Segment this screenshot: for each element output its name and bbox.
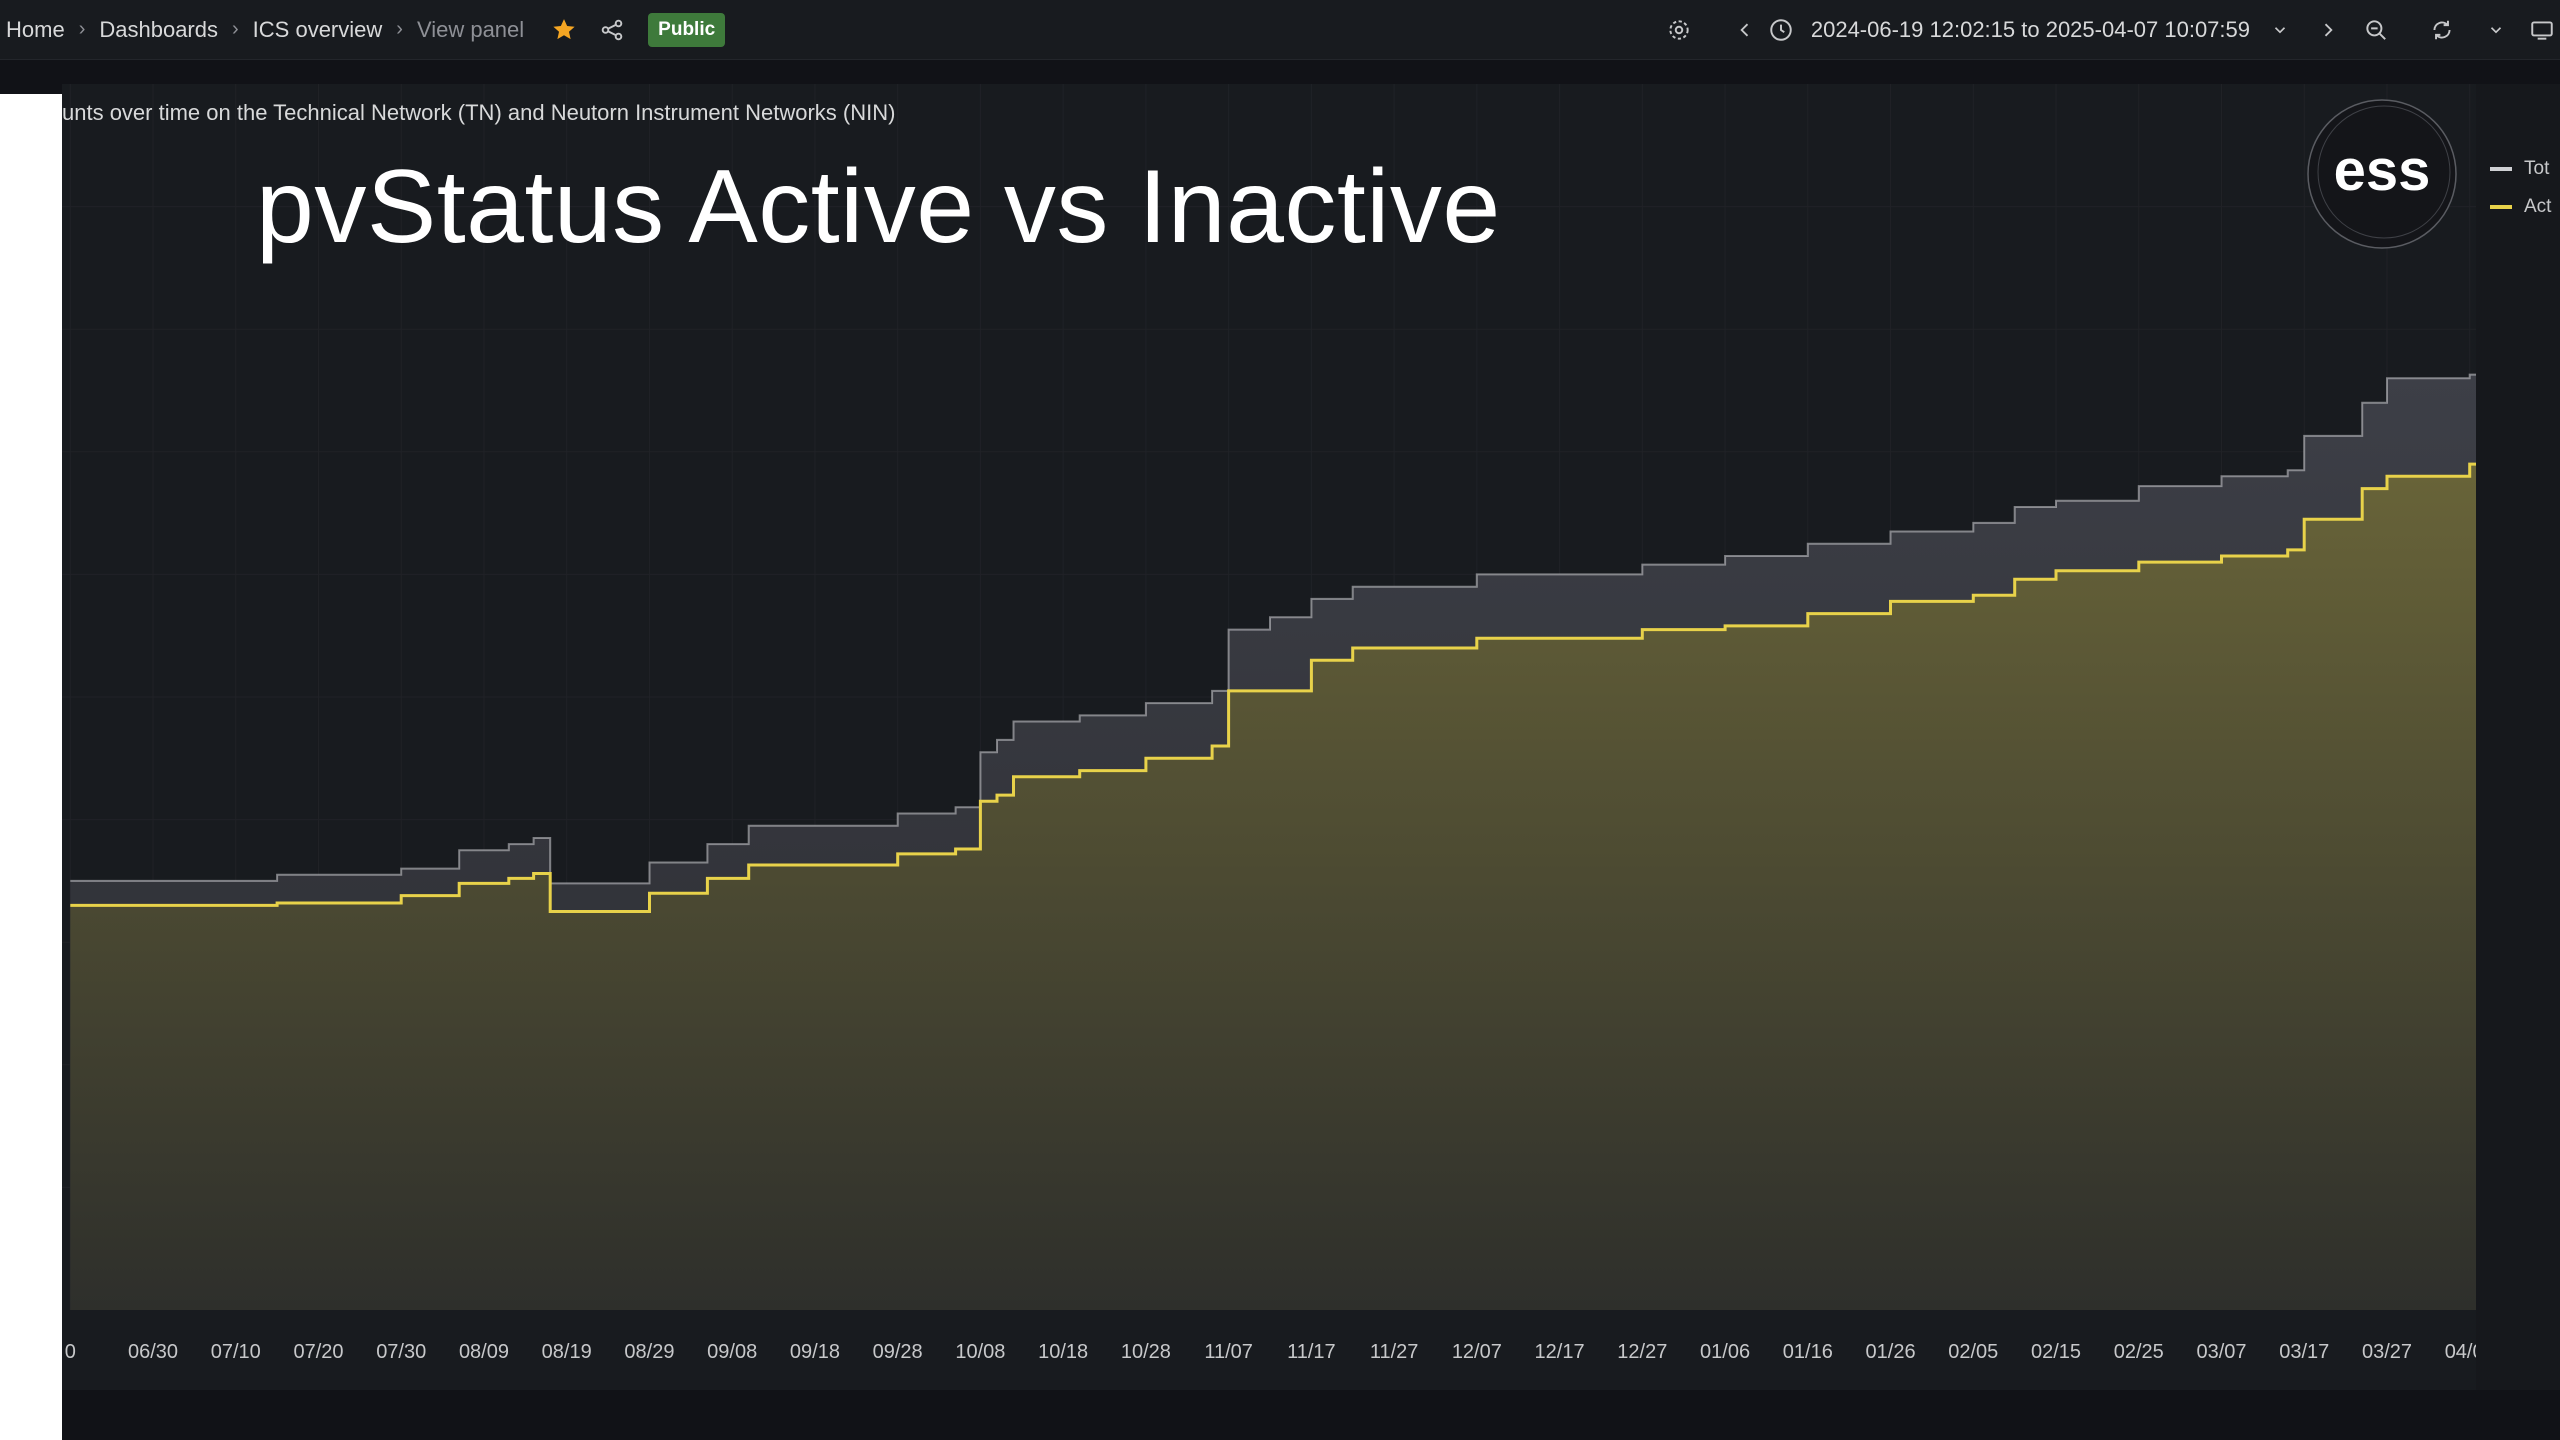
breadcrumb-view-panel: View panel bbox=[416, 16, 525, 42]
x-tick-label: 08/09 bbox=[459, 1341, 509, 1363]
x-tick-label: 03/27 bbox=[2362, 1341, 2412, 1363]
chevron-down-icon[interactable] bbox=[2262, 12, 2298, 48]
legend-swatch-total bbox=[2490, 167, 2512, 171]
breadcrumb-ics-overview[interactable]: ICS overview bbox=[252, 16, 383, 42]
x-tick-label: 08/19 bbox=[542, 1341, 592, 1363]
chevron-left-icon[interactable] bbox=[1727, 12, 1763, 48]
time-series-chart[interactable]: 0 06/30 07/10 07/20 07/30 08/09 08/19 08/29 09/0… bbox=[62, 84, 2476, 1390]
x-tick-label: 11/07 bbox=[1204, 1341, 1253, 1363]
share-icon[interactable] bbox=[594, 12, 630, 48]
top-navigation-bar: Home › Dashboards › ICS overview › View … bbox=[0, 0, 2560, 60]
x-axis-ticks: 0 06/30 07/10 07/20 07/30 08/09 08/19 08/29 09/0… bbox=[65, 1341, 2476, 1363]
clock-icon[interactable] bbox=[1763, 12, 1799, 48]
breadcrumb-separator: › bbox=[78, 18, 86, 40]
breadcrumb-separator: › bbox=[396, 18, 403, 40]
ess-logo: ess bbox=[2307, 99, 2457, 249]
x-tick-label: 12/07 bbox=[1452, 1341, 1502, 1363]
x-tick-label: 11/27 bbox=[1370, 1341, 1419, 1363]
x-tick-label: 11/17 bbox=[1287, 1341, 1336, 1363]
line-series-active bbox=[70, 462, 2476, 913]
ess-logo-text: ess bbox=[2334, 138, 2431, 203]
x-tick-label: 01/26 bbox=[1866, 1341, 1916, 1363]
x-tick-label: 03/17 bbox=[2279, 1341, 2329, 1363]
x-tick-label: 09/18 bbox=[790, 1341, 840, 1363]
x-tick-label: 09/28 bbox=[873, 1341, 923, 1363]
x-tick-label: 02/15 bbox=[2031, 1341, 2081, 1363]
x-tick-label: 12/17 bbox=[1535, 1341, 1585, 1363]
x-tick-label: 08/29 bbox=[624, 1341, 674, 1363]
x-tick-label: 02/25 bbox=[2114, 1341, 2164, 1363]
breadcrumb-home[interactable]: Home bbox=[6, 16, 65, 42]
x-tick-label: 03/07 bbox=[2196, 1341, 2246, 1363]
x-tick-label: 10/08 bbox=[955, 1341, 1005, 1363]
x-tick-label: 12/27 bbox=[1617, 1341, 1667, 1363]
x-tick-label: 07/20 bbox=[293, 1341, 343, 1363]
chart-legend: Tot Act bbox=[2490, 150, 2560, 226]
left-sidebar-strip bbox=[0, 94, 62, 1440]
x-tick-label: 10/28 bbox=[1121, 1341, 1171, 1363]
legend-item-active[interactable]: Act bbox=[2490, 188, 2560, 226]
x-tick-label: 0 bbox=[65, 1341, 76, 1363]
area-series-active bbox=[70, 464, 2476, 1310]
chevron-right-icon[interactable] bbox=[2310, 12, 2346, 48]
refresh-icon[interactable] bbox=[2424, 12, 2460, 48]
legend-label-total: Tot bbox=[2524, 158, 2550, 179]
legend-swatch-active bbox=[2490, 205, 2512, 209]
panel-description: unts over time on the Technical Network … bbox=[62, 100, 896, 125]
x-tick-label: 07/10 bbox=[211, 1341, 261, 1363]
zoom-out-icon[interactable] bbox=[2358, 12, 2394, 48]
x-tick-label: 06/30 bbox=[128, 1341, 178, 1363]
refresh-interval-chevron-down-icon[interactable] bbox=[2478, 12, 2514, 48]
time-range-picker[interactable]: 2024-06-19 12:02:15 to 2025-04-07 10:07:… bbox=[1810, 16, 2250, 42]
breadcrumb-separator: › bbox=[232, 18, 239, 40]
public-badge: Public bbox=[648, 12, 726, 47]
chart-areas bbox=[70, 373, 2476, 1310]
x-tick-label: 04/06 bbox=[2445, 1341, 2476, 1363]
settings-icon[interactable] bbox=[1661, 12, 1697, 48]
x-tick-label: 09/08 bbox=[707, 1341, 757, 1363]
bottom-strip bbox=[62, 1390, 2560, 1440]
right-gutter bbox=[2476, 84, 2560, 1390]
legend-label-active: Act bbox=[2524, 196, 2552, 217]
chart-title: pvStatus Active vs Inactive bbox=[256, 149, 1501, 265]
x-tick-label: 10/18 bbox=[1038, 1341, 1088, 1363]
tv-icon[interactable] bbox=[2524, 12, 2560, 48]
legend-item-total[interactable]: Tot bbox=[2490, 150, 2560, 188]
x-tick-label: 07/30 bbox=[376, 1341, 426, 1363]
x-tick-label: 01/16 bbox=[1783, 1341, 1833, 1363]
breadcrumb-dashboards[interactable]: Dashboards bbox=[99, 16, 218, 42]
line-series-total bbox=[70, 373, 2476, 885]
x-tick-label: 01/06 bbox=[1700, 1341, 1750, 1363]
x-tick-label: 02/05 bbox=[1948, 1341, 1998, 1363]
star-icon[interactable] bbox=[546, 12, 582, 48]
